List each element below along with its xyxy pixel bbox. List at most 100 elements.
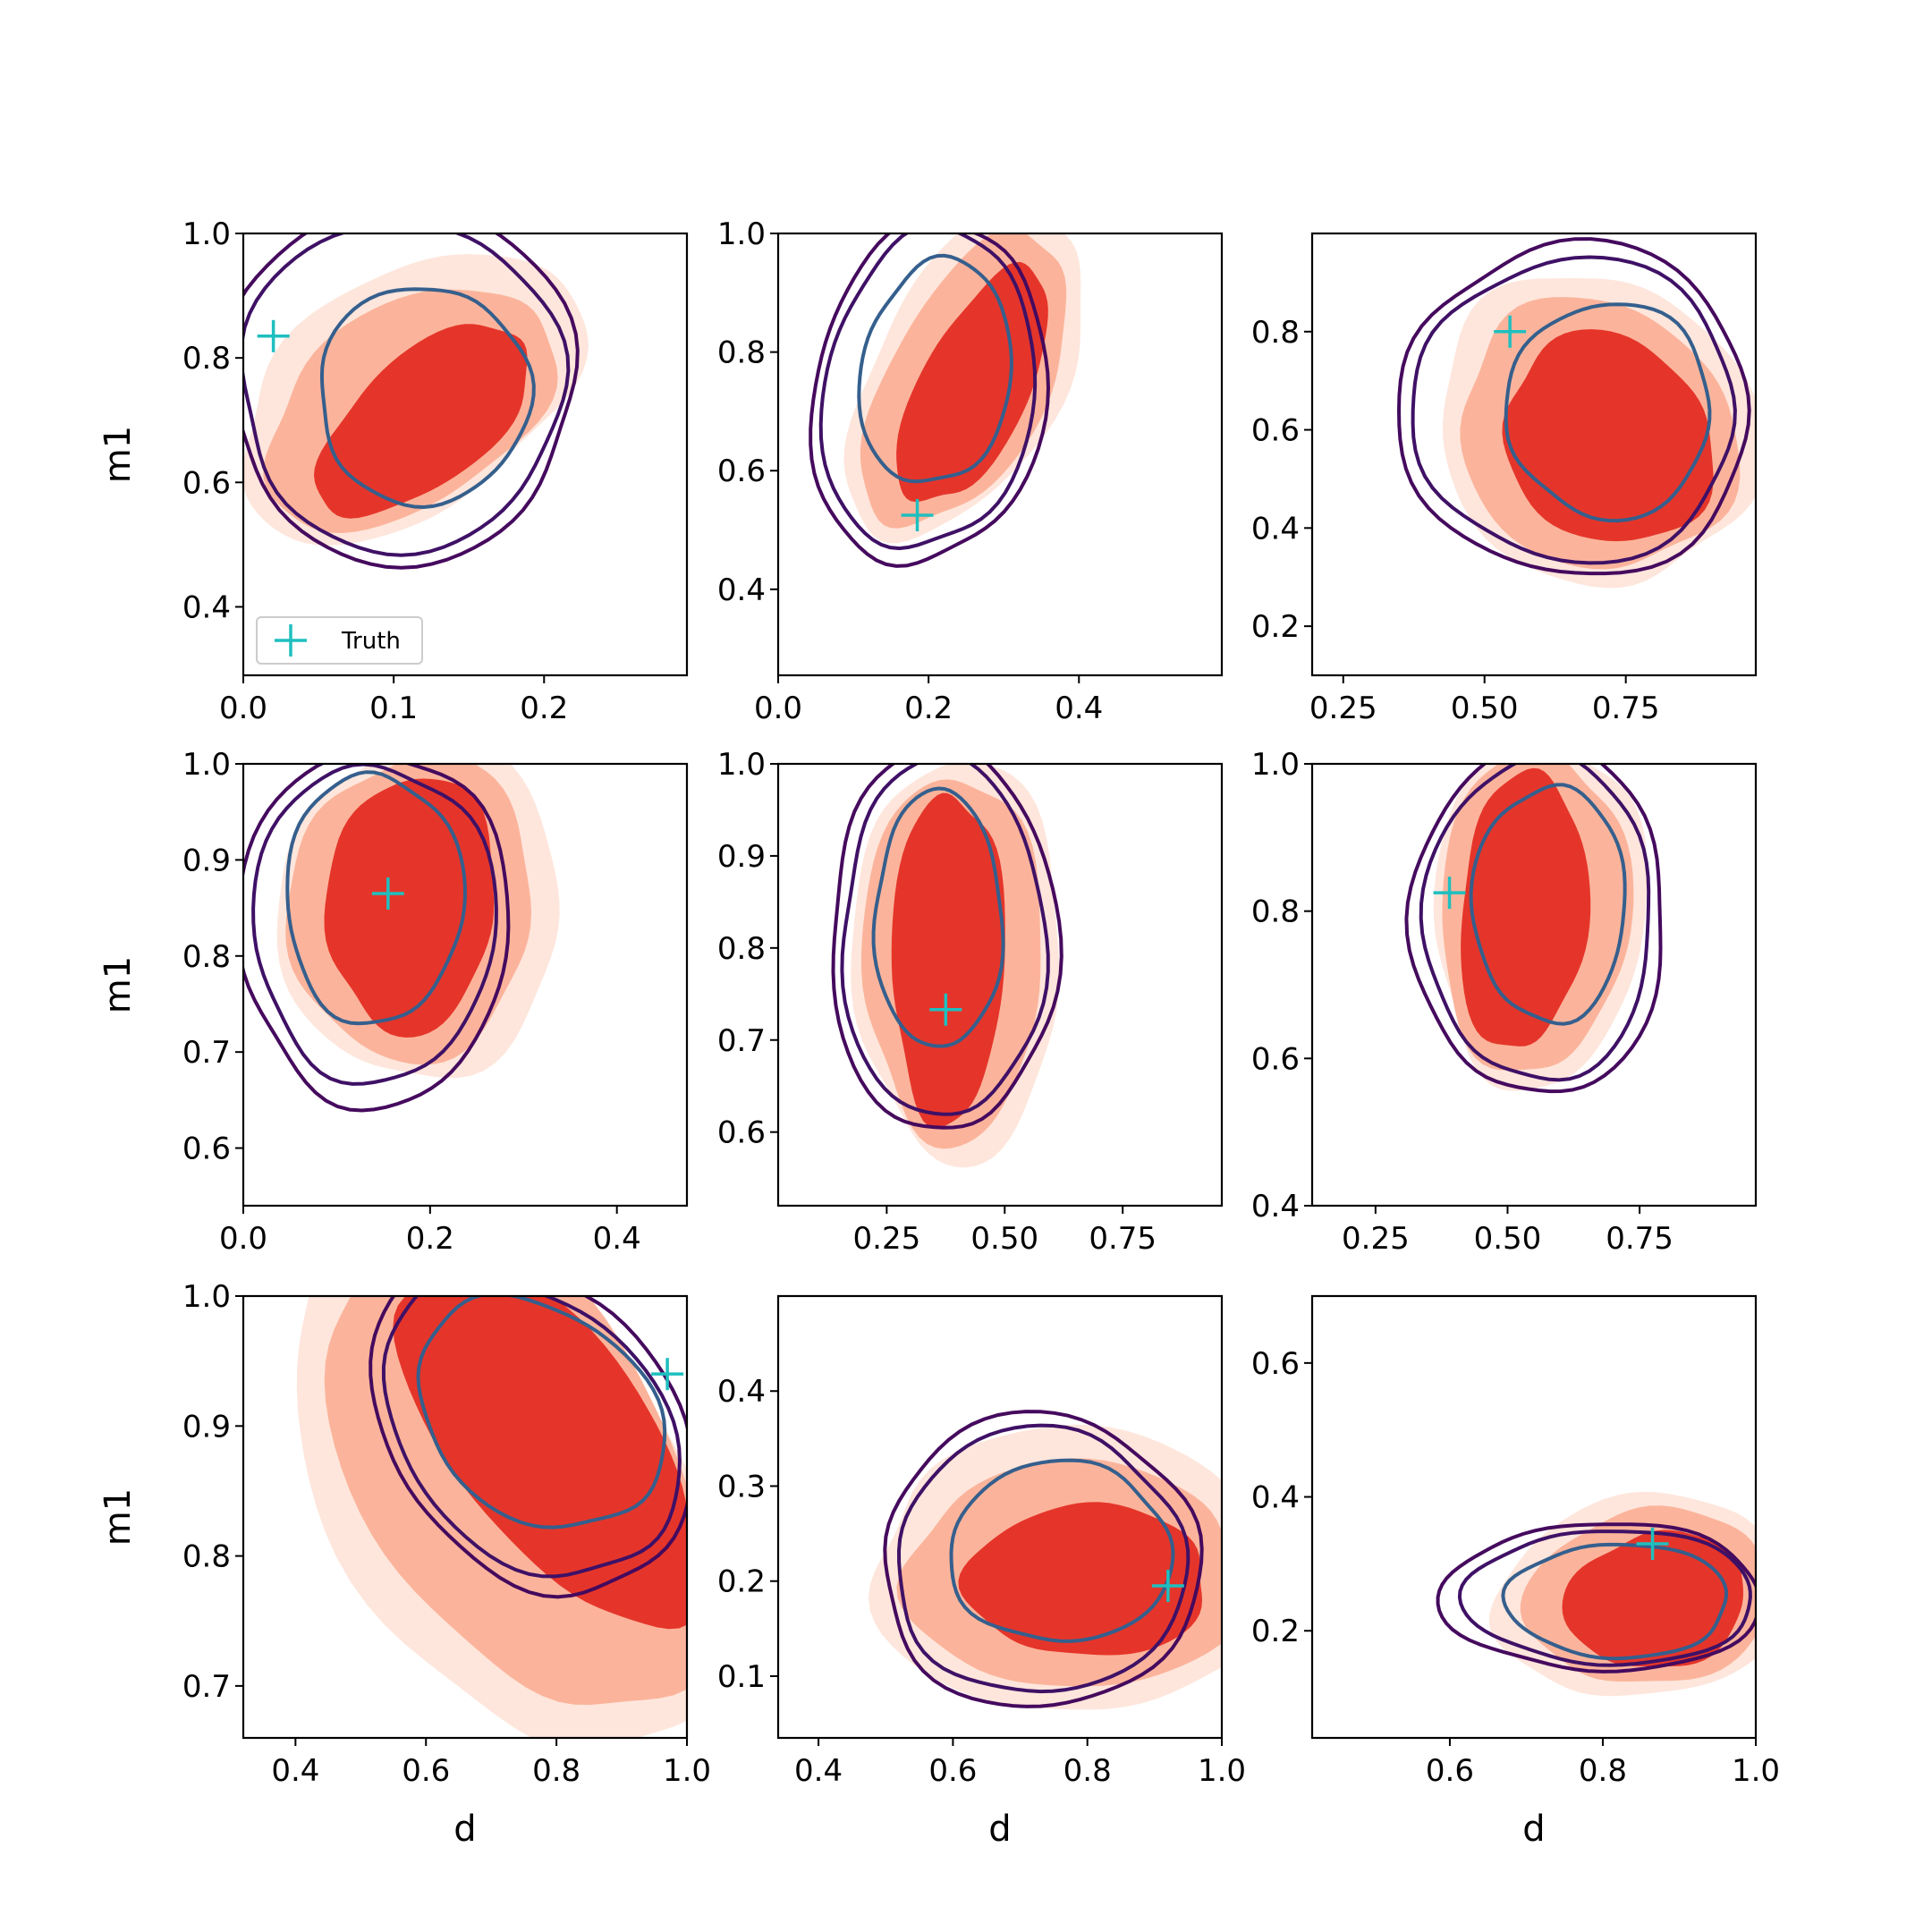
axes-frame: [776, 762, 1224, 1208]
truth-marker: [257, 319, 290, 352]
plot-area: [809, 233, 1081, 568]
x-tick-label: 0.4: [794, 1753, 843, 1789]
x-tick-label: 0.6: [928, 1753, 977, 1789]
y-axis-label: m1: [97, 1488, 139, 1546]
y-tick-label: 0.2: [1251, 609, 1300, 645]
x-tick-label: 0.8: [1063, 1753, 1112, 1789]
axes-frame: [242, 1294, 689, 1740]
x-tick-label: 1.0: [1732, 1753, 1780, 1789]
panel-1: 0.0 0.1 0.2 0.4 0.6 0.8 1.0 m1 Truth: [97, 216, 689, 726]
x-tick-label: 0.8: [532, 1753, 580, 1789]
y-tick-label: 1.0: [182, 1279, 231, 1315]
truth-marker: [929, 993, 962, 1026]
axes-frame: [1310, 1294, 1758, 1740]
contour-line-2: [1411, 255, 1737, 565]
y-axis-label: m1: [97, 956, 139, 1013]
y-axis-label: m1: [97, 426, 139, 483]
contour-line-2: [381, 1296, 682, 1579]
x-axis-label: d: [988, 1809, 1011, 1850]
x-tick-label: 0.2: [520, 691, 568, 726]
x-tick-label: 0.75: [1592, 691, 1660, 726]
panel-3: 0.25 0.50 0.75 0.2 0.4 0.6 0.8: [1251, 232, 1758, 726]
x-tick-label: 0.50: [1451, 691, 1519, 726]
y-tick-label: 0.8: [182, 341, 231, 377]
panel-4: 0.0 0.2 0.4 0.6 0.7 0.8 0.9 1.0 m1: [97, 747, 689, 1257]
y-tick-label: 0.6: [182, 1131, 231, 1167]
contour-line-2: [1419, 764, 1651, 1082]
contour-line-1: [369, 1296, 687, 1599]
contour-line-2: [243, 233, 571, 557]
legend-box: [256, 616, 423, 665]
contour-line-2: [1457, 1530, 1752, 1667]
y-tick-label: 0.9: [182, 1409, 231, 1445]
axes-frame: [776, 232, 1224, 677]
axes-frame: [242, 762, 689, 1208]
contour-line-2: [840, 764, 1050, 1116]
y-tick-label: 0.4: [717, 1374, 766, 1410]
y-tick-label: 0.4: [1251, 511, 1300, 547]
y-tick-label: 1.0: [182, 216, 231, 252]
contour-line-3: [416, 1296, 667, 1530]
x-tick-label: 1.0: [1198, 1753, 1246, 1789]
contour-line-3: [285, 770, 467, 1026]
y-tick-label: 0.4: [717, 572, 766, 608]
panel-2: 0.0 0.2 0.4 0.4 0.6 0.8 1.0: [717, 216, 1224, 726]
x-tick-label: 0.0: [754, 691, 802, 726]
y-tick-label: 0.8: [182, 939, 231, 975]
y-tick-label: 0.3: [717, 1469, 766, 1504]
legend-truth-marker: [275, 624, 307, 657]
x-tick-label: 0.75: [1089, 1221, 1157, 1257]
panel-7: 0.4 0.6 0.8 1.0 0.7 0.8 0.9 1.0 m1 d: [97, 1279, 711, 1850]
contour-line-1: [1436, 1522, 1756, 1674]
y-tick-label: 0.6: [182, 465, 231, 501]
y-tick-label: 0.6: [717, 1115, 766, 1151]
y-tick-label: 0.8: [717, 931, 766, 967]
x-tick-label: 0.0: [219, 1221, 267, 1257]
y-tick-label: 0.7: [717, 1023, 766, 1059]
density-fill-level-3: [891, 792, 1005, 1129]
x-tick-label: 0.25: [853, 1221, 921, 1257]
y-tick-label: 0.9: [717, 839, 766, 875]
x-tick-label: 0.6: [1426, 1753, 1474, 1789]
plot-area: [1436, 1491, 1756, 1697]
x-tick-label: 1.0: [663, 1753, 711, 1789]
x-tick-label: 0.1: [369, 691, 418, 726]
x-axis-label: d: [453, 1809, 476, 1850]
plot-area: [1396, 237, 1756, 589]
density-fill-level-3: [1502, 329, 1714, 542]
legend-label: Truth: [341, 628, 401, 655]
contour-line-1: [1396, 237, 1751, 576]
plot-area: [296, 1296, 687, 1738]
y-tick-label: 0.8: [182, 1539, 231, 1575]
x-tick-label: 0.6: [402, 1753, 450, 1789]
contour-line-1: [243, 764, 511, 1113]
truth-marker: [1636, 1527, 1669, 1560]
contour-line-1: [831, 764, 1063, 1130]
contour-line-3: [857, 253, 1013, 484]
x-tick-label: 0.50: [970, 1221, 1038, 1257]
contour-line-2: [818, 233, 1038, 551]
contour-line-2: [896, 1423, 1191, 1694]
x-tick-label: 0.75: [1606, 1221, 1674, 1257]
y-tick-label: 0.7: [182, 1035, 231, 1071]
y-tick-label: 0.7: [182, 1669, 231, 1705]
contour-line-3: [1501, 1542, 1729, 1661]
panel-6: 0.25 0.50 0.75 0.4 0.6 0.8 1.0: [1251, 747, 1758, 1257]
y-tick-label: 0.6: [717, 453, 766, 489]
y-tick-label: 0.2: [1251, 1614, 1300, 1649]
plot-area: [1404, 764, 1663, 1094]
x-tick-label: 0.4: [593, 1221, 641, 1257]
contour-line-3: [1469, 783, 1627, 1026]
panel-5: 0.25 0.50 0.75 0.6 0.7 0.8 0.9 1.0: [717, 747, 1224, 1257]
legend: Truth: [256, 616, 423, 665]
plot-area: [869, 1410, 1222, 1710]
plot-area: [831, 764, 1063, 1168]
plot-area: [243, 764, 560, 1113]
y-tick-label: 0.6: [1251, 1041, 1300, 1077]
contour-line-1: [243, 233, 580, 570]
y-tick-label: 0.2: [717, 1564, 766, 1600]
y-tick-label: 0.4: [182, 589, 231, 625]
x-tick-label: 0.8: [1579, 1753, 1627, 1789]
density-fill-level-3: [896, 262, 1048, 503]
contour-line-1: [883, 1410, 1204, 1708]
